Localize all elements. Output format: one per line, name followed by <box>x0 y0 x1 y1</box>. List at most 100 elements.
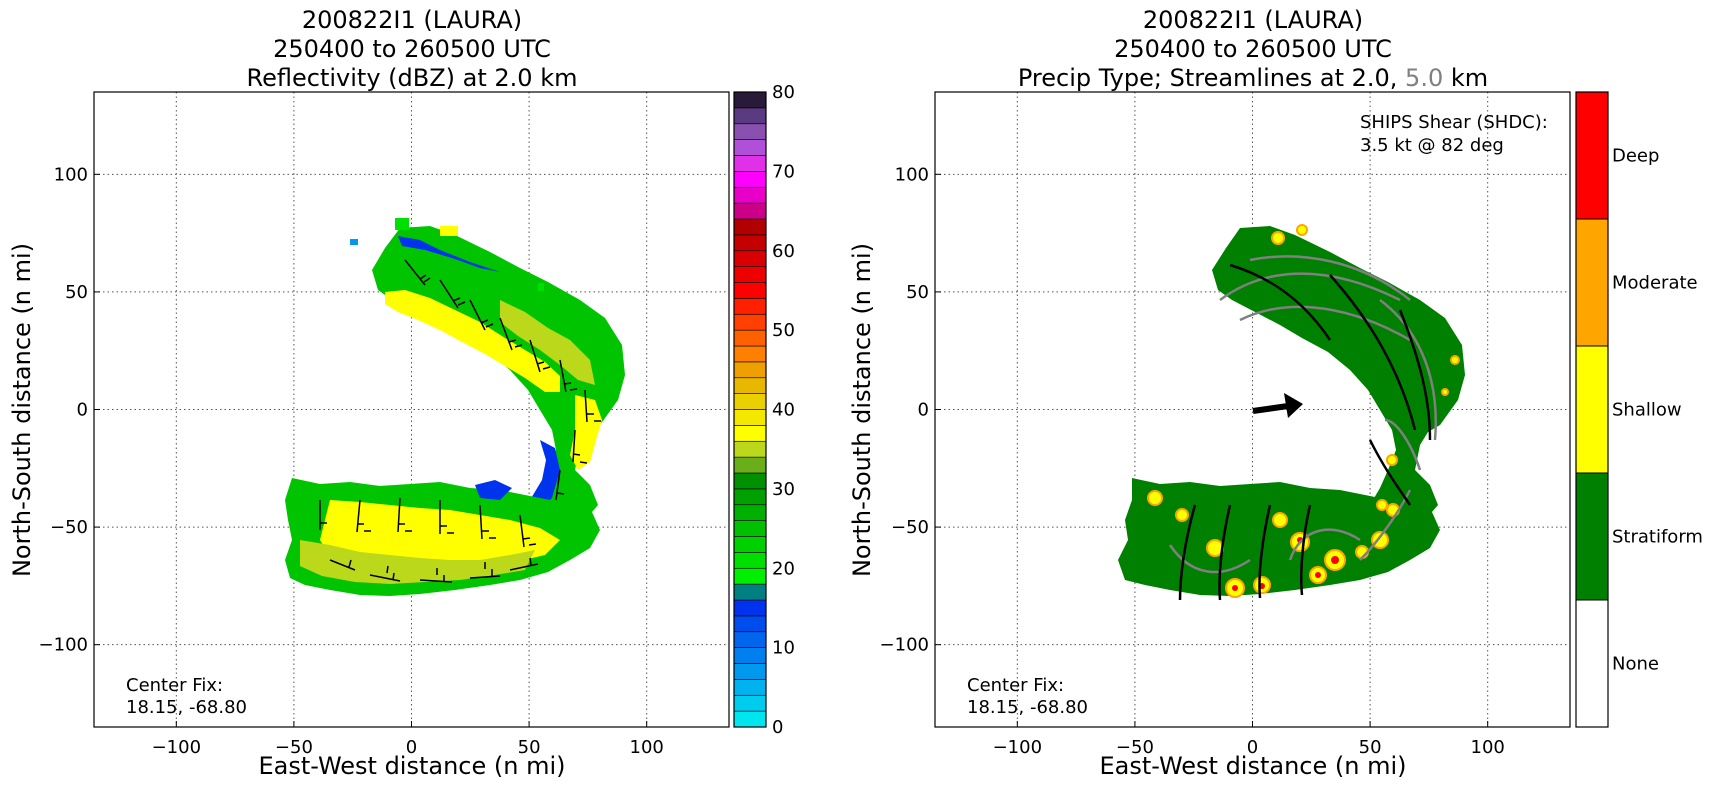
reflectivity-colorbar-segment <box>733 139 767 156</box>
reflectivity-panel: 200822I1 (LAURA) 250400 to 260500 UTC Re… <box>8 6 795 780</box>
left-y-tick-label: 0 <box>77 400 88 421</box>
stratiform-band-south <box>1118 478 1440 596</box>
right-title-line-1: 200822I1 (LAURA) <box>1143 6 1363 34</box>
ships-shear-label: SHIPS Shear (SHDC): <box>1360 112 1548 133</box>
precip-type-colorbar-segment <box>1575 345 1609 474</box>
precip-type-colorbar-segment <box>1575 91 1609 220</box>
precip-type-field <box>1118 224 1465 601</box>
reflectivity-colorbar-segment <box>733 250 767 267</box>
right-x-tick-label: 100 <box>1471 737 1505 758</box>
reflectivity-colorbar-segment <box>733 155 767 172</box>
reflectivity-colorbar-segment <box>733 298 767 315</box>
reflectivity-colorbar-tick-label: 10 <box>772 638 795 659</box>
left-x-tick-label: 50 <box>518 737 541 758</box>
left-y-tick-label: −100 <box>39 635 88 656</box>
right-x-tick-label: 0 <box>1247 737 1258 758</box>
right-plot-background <box>935 92 1570 727</box>
reflectivity-colorbar-segment <box>733 440 767 458</box>
right-x-tick-label: 50 <box>1359 737 1382 758</box>
reflectivity-colorbar-tick-label: 30 <box>772 479 795 500</box>
right-center-fix-label: Center Fix: <box>967 675 1064 696</box>
reflectivity-colorbar-segment <box>733 615 767 633</box>
reflectivity-colorbar-tick-label: 50 <box>772 320 795 341</box>
reflectivity-band-north-core <box>385 290 560 392</box>
right-y-tick-labels: −100 −50 0 50 100 <box>880 164 929 655</box>
right-x-tick-labels: −100 −50 0 50 100 <box>993 737 1505 758</box>
left-title-line-3: Reflectivity (dBZ) at 2.0 km <box>247 64 578 92</box>
left-y-tick-labels: −100 −50 0 50 100 <box>39 164 88 655</box>
reflectivity-band-south-core <box>320 500 560 570</box>
reflectivity-band-south-core2 <box>300 540 535 584</box>
reflectivity-colorbar-segment <box>733 631 767 648</box>
deep-convection-cells <box>1232 537 1339 591</box>
precip-type-colorbar-labels: None Stratiform Shallow Moderate Deep <box>1612 146 1703 675</box>
reflectivity-colorbar-segment <box>733 456 767 474</box>
reflectivity-band-north-core2 <box>500 300 595 385</box>
reflectivity-colorbar-segment <box>733 202 767 220</box>
reflectivity-band-north-edge <box>398 236 500 272</box>
right-x-tick-label: −100 <box>993 737 1042 758</box>
right-title-line-2: 250400 to 260500 UTC <box>1114 35 1392 63</box>
reflectivity-band-south-edge <box>475 480 512 500</box>
left-x-tick-label: 0 <box>406 737 417 758</box>
reflectivity-colorbar-segment <box>733 91 767 109</box>
right-title-part-2: 5.0 <box>1405 64 1443 92</box>
left-y-tick-label: −50 <box>50 517 88 538</box>
reflectivity-colorbar-segment <box>733 567 767 585</box>
reflectivity-colorbar-tick-label: 60 <box>772 241 795 262</box>
right-y-tick-label: 100 <box>895 164 929 185</box>
reflectivity-colorbar-segment <box>733 329 767 347</box>
shear-vector-arrow <box>1252 393 1303 418</box>
right-center-fix-value: 18.15, -68.80 <box>967 697 1088 718</box>
reflectivity-colorbar-segment <box>733 282 767 299</box>
reflectivity-colorbar-segment <box>733 171 767 188</box>
precip-type-colorbar-segment <box>1575 599 1609 728</box>
reflectivity-colorbar-segment <box>733 186 767 204</box>
left-plot-frame <box>93 91 730 728</box>
precip-type-colorbar-frame <box>1575 91 1609 728</box>
reflectivity-colorbar-segment <box>733 552 767 569</box>
precip-type-colorbar-label: None <box>1612 654 1659 675</box>
wind-barbs <box>319 259 601 583</box>
left-x-tick-labels: −100 −50 0 50 100 <box>152 737 664 758</box>
left-center-fix-label: Center Fix: <box>126 675 223 696</box>
reflectivity-colorbar-frame <box>733 91 767 728</box>
reflectivity-colorbar-segment <box>733 710 767 728</box>
precip-type-colorbar-segment <box>1575 472 1609 601</box>
reflectivity-colorbar-segment <box>733 536 767 553</box>
reflectivity-colorbar-segment <box>733 409 767 426</box>
right-x-axis-label: East-West distance (n mi) <box>1099 752 1406 780</box>
streamlines-2km <box>1178 263 1432 601</box>
reflectivity-field <box>285 218 625 596</box>
reflectivity-colorbar-segment <box>733 504 767 521</box>
right-title-part-3: km <box>1443 64 1488 92</box>
precip-type-panel: 200822I1 (LAURA) 250400 to 260500 UTC Pr… <box>848 6 1703 780</box>
left-y-tick-label: 100 <box>54 164 88 185</box>
reflectivity-speck-1 <box>350 239 358 245</box>
left-x-tick-label: −100 <box>152 737 201 758</box>
reflectivity-colorbar-segment <box>733 647 767 664</box>
precip-type-colorbar-label: Moderate <box>1612 273 1698 294</box>
left-plot-background <box>94 92 729 727</box>
precip-type-colorbar <box>1575 91 1609 728</box>
right-grid <box>935 92 1570 727</box>
left-grid <box>94 92 729 727</box>
right-y-tick-label: 50 <box>906 282 929 303</box>
reflectivity-colorbar-segment <box>733 361 767 379</box>
reflectivity-speck-2 <box>538 283 544 291</box>
right-y-tick-label: −100 <box>880 635 929 656</box>
precip-type-colorbar-label: Shallow <box>1612 400 1682 421</box>
reflectivity-colorbar-segment <box>733 377 767 394</box>
reflectivity-colorbar-segment <box>733 345 767 363</box>
right-plot-frame <box>934 91 1571 728</box>
reflectivity-colorbar-segment <box>733 663 767 680</box>
left-title-line-2: 250400 to 260500 UTC <box>273 35 551 63</box>
reflectivity-colorbar-tick-label: 20 <box>772 558 795 579</box>
reflectivity-colorbar-segment <box>733 583 767 601</box>
reflectivity-colorbar-segment <box>733 679 767 696</box>
streamlines-5km <box>1168 255 1437 574</box>
reflectivity-colorbar-segment <box>733 313 767 331</box>
left-x-tick-label: 100 <box>630 737 664 758</box>
reflectivity-colorbar-tick-labels: 0 10 20 30 40 50 60 70 80 <box>772 82 795 738</box>
